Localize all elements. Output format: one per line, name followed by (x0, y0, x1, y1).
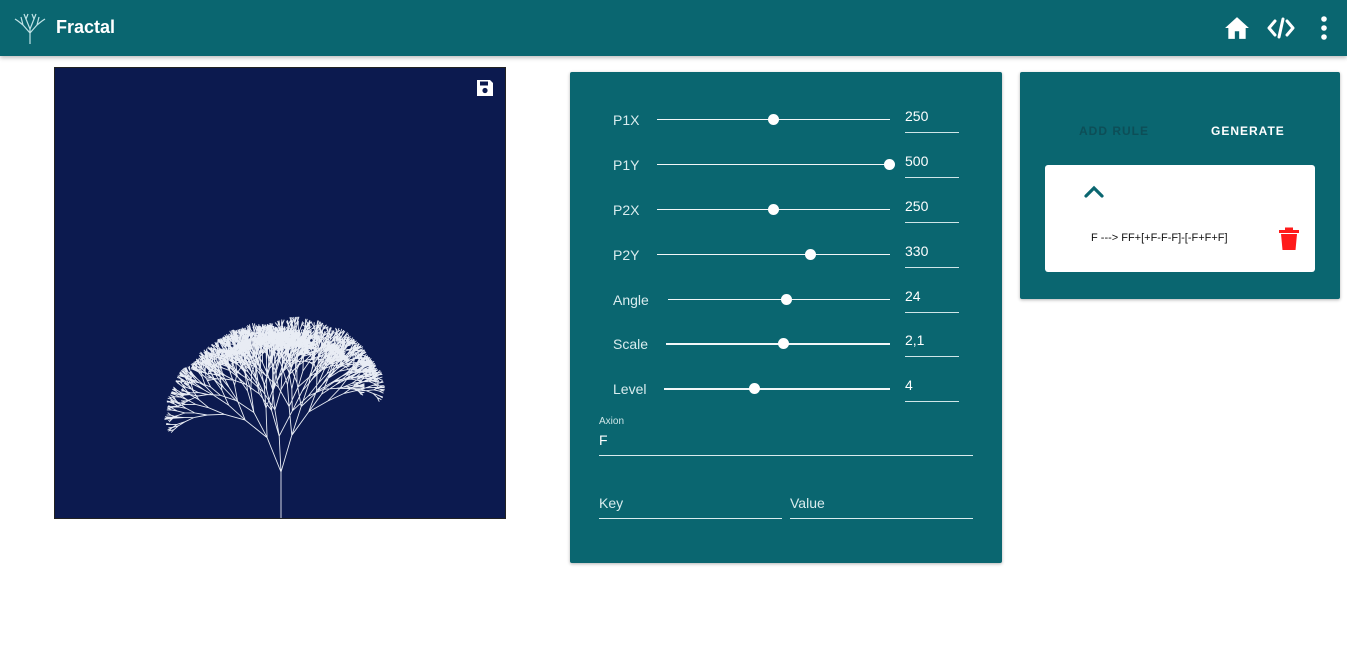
p2y-label: P2Y (613, 247, 640, 263)
generate-button[interactable]: GENERATE (1211, 124, 1285, 138)
fractal-canvas (54, 67, 506, 519)
angle-input[interactable]: 24 (905, 285, 959, 313)
p1x-slider-thumb[interactable] (768, 114, 779, 125)
p1y-label: P1Y (613, 157, 640, 173)
rule-card: F ---> FF+[+F-F-F]-[-F+F+F] (1045, 165, 1315, 272)
axiom-value: F (599, 432, 608, 448)
level-slider-thumb[interactable] (749, 383, 760, 394)
axiom-field[interactable]: Axion F (599, 416, 973, 456)
level-label: Level (613, 381, 647, 397)
save-icon[interactable] (475, 78, 495, 98)
code-icon (1267, 17, 1295, 39)
value-placeholder: Value (790, 495, 825, 511)
more-menu-button[interactable] (1310, 14, 1338, 42)
app-bar: Fractal (0, 0, 1347, 56)
p2y-slider-track[interactable] (657, 254, 890, 255)
home-button[interactable] (1223, 14, 1251, 42)
p1y-slider-thumb[interactable] (884, 159, 895, 170)
parameters-panel: P1X 250 P1Y 500 P2X 250 P2Y 330 Angle 24… (570, 72, 1002, 563)
value-input[interactable]: Value (790, 486, 973, 519)
app-title: Fractal (56, 17, 116, 37)
key-placeholder: Key (599, 495, 624, 511)
p1x-input[interactable]: 250 (905, 105, 959, 133)
angle-label: Angle (613, 292, 649, 308)
fractal-tree (164, 316, 385, 518)
p1x-label: P1X (613, 112, 640, 128)
p2x-label: P2X (613, 202, 640, 218)
p2x-input[interactable]: 250 (905, 195, 959, 223)
rule-text: F ---> FF+[+F-F-F]-[-F+F+F] (1091, 232, 1228, 244)
angle-slider-thumb[interactable] (781, 294, 792, 305)
p1y-input[interactable]: 500 (905, 150, 959, 178)
add-rule-button[interactable]: ADD RULE (1079, 124, 1149, 138)
scale-input[interactable]: 2,1 (905, 329, 959, 357)
home-icon (1225, 17, 1249, 39)
code-button[interactable] (1267, 14, 1295, 42)
scale-slider-thumb[interactable] (778, 338, 789, 349)
angle-slider-track[interactable] (668, 299, 890, 300)
more-vert-icon (1321, 16, 1327, 40)
tree-logo-icon (14, 13, 46, 44)
level-input[interactable]: 4 (905, 374, 959, 402)
rules-panel: ADD RULE GENERATE F ---> FF+[+F-F-F]-[-F… (1020, 72, 1340, 299)
p2y-input[interactable]: 330 (905, 240, 959, 268)
fractal-branches (164, 316, 385, 518)
level-slider-track[interactable] (664, 388, 890, 390)
key-input[interactable]: Key (599, 486, 782, 519)
p2y-slider-thumb[interactable] (805, 249, 816, 260)
scale-label: Scale (613, 336, 649, 352)
p2x-slider-thumb[interactable] (768, 204, 779, 215)
p1y-slider-track[interactable] (657, 164, 890, 165)
trash-icon[interactable] (1278, 227, 1300, 251)
axiom-label: Axion (599, 416, 625, 427)
chevron-up-icon[interactable] (1083, 183, 1105, 199)
